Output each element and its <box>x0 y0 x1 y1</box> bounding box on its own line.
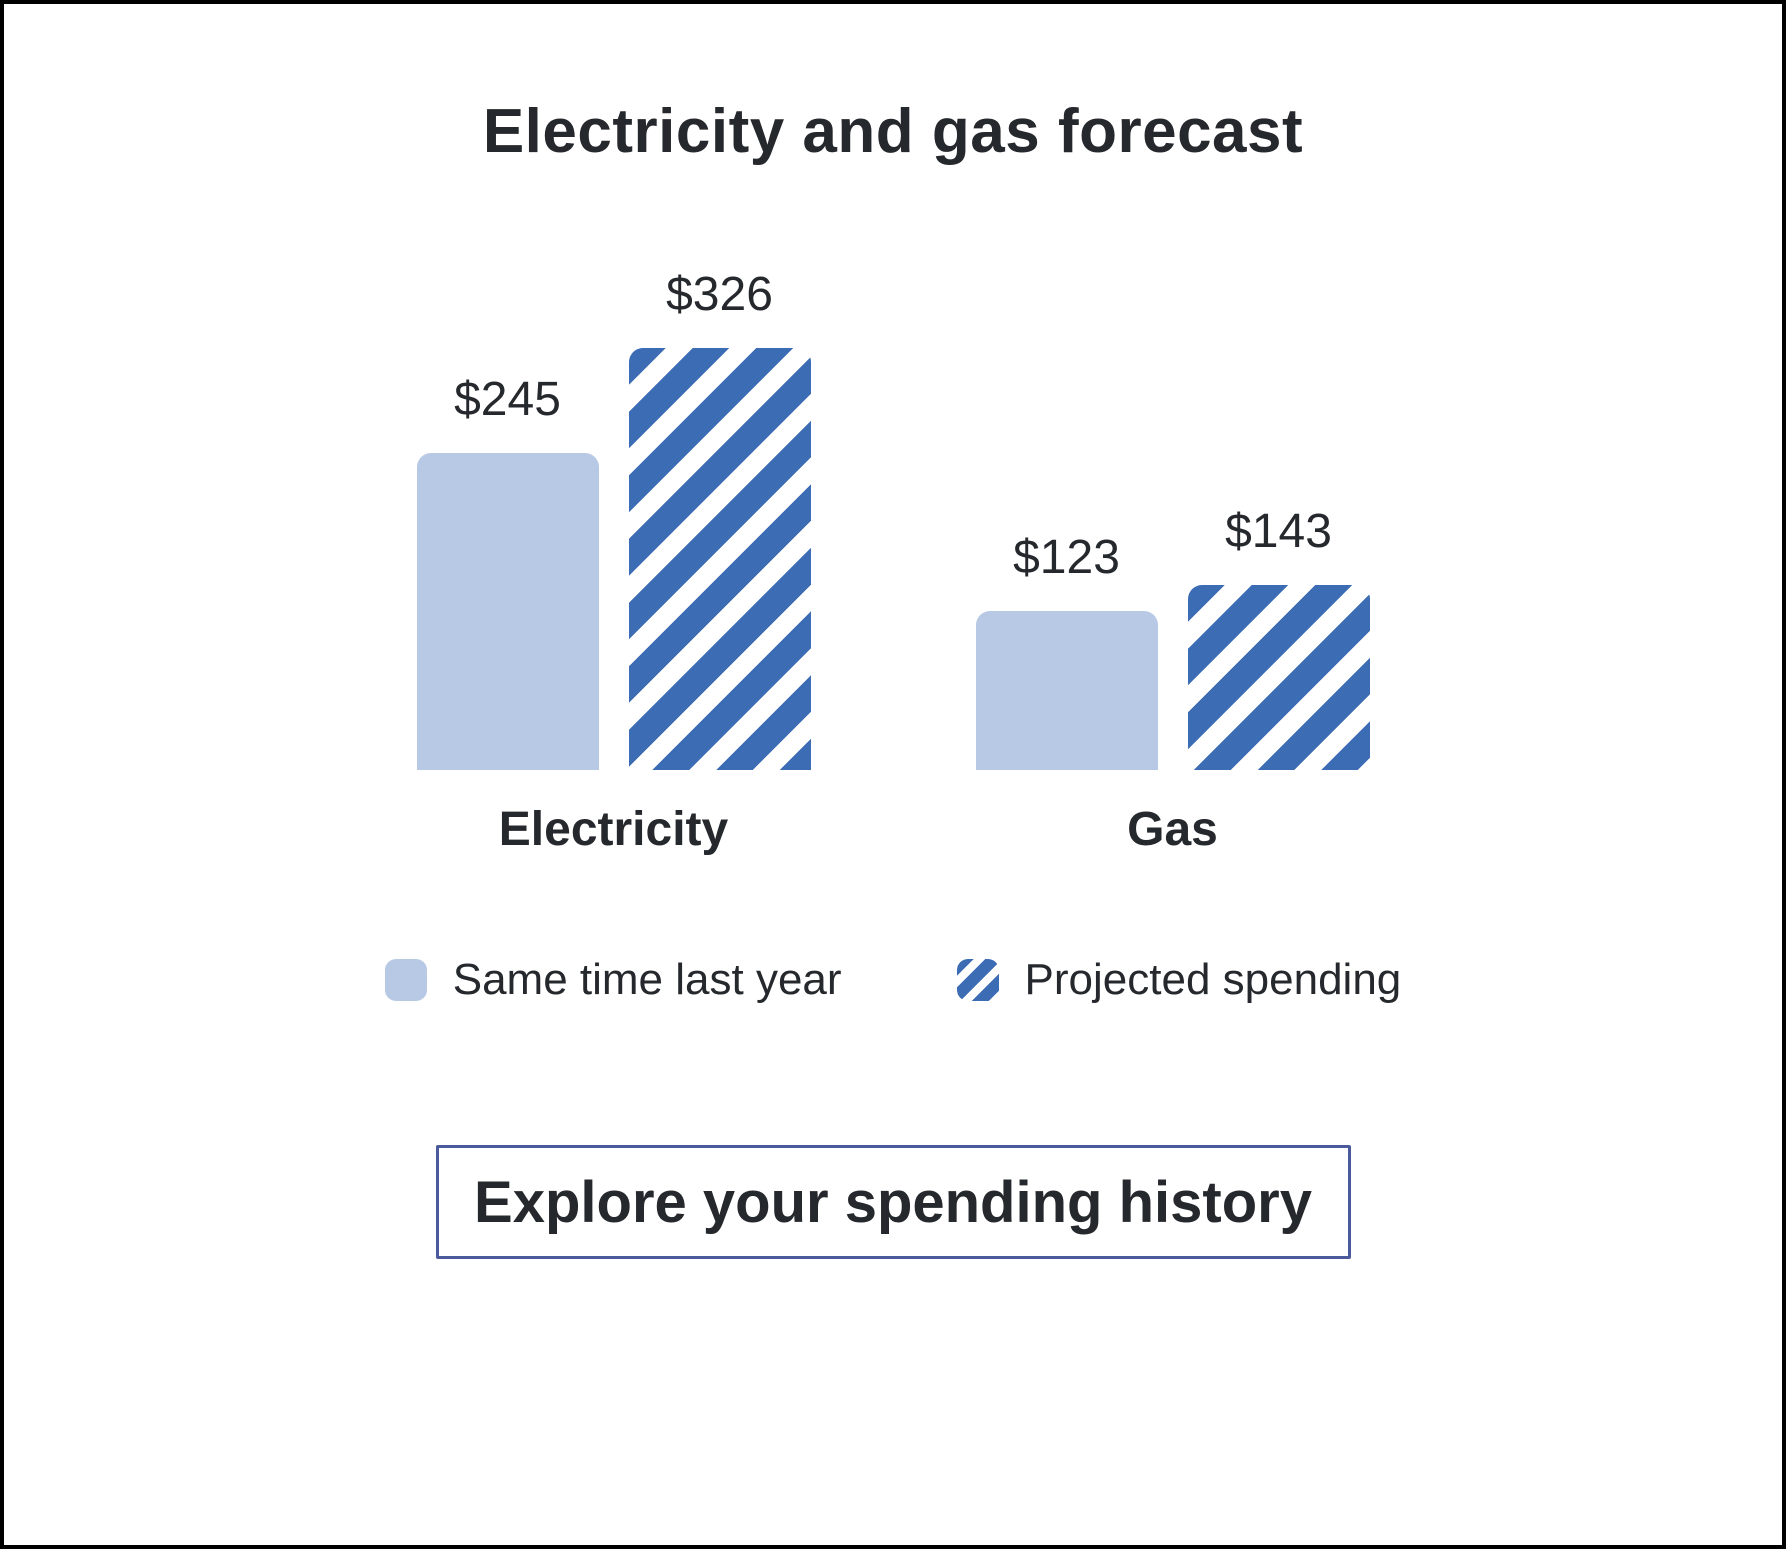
bar-gas-last-year <box>975 611 1158 770</box>
grouped-bar-chart: $245 $326 Electricity $123 $143 <box>416 267 1370 857</box>
value-label-gas-projected: $143 <box>1225 505 1332 558</box>
category-label-gas: Gas <box>1127 803 1218 856</box>
bar-gas-projected <box>1187 585 1370 770</box>
bar-pair-gas: $123 $143 <box>975 504 1370 770</box>
bar-pair-electricity: $245 $326 <box>416 267 811 770</box>
legend-swatch-last-year <box>384 959 427 1001</box>
value-label-electricity-last-year: $245 <box>454 373 561 426</box>
bar-electricity-last-year <box>416 453 599 770</box>
legend-label-last-year: Same time last year <box>452 955 842 1004</box>
bar-electricity-projected <box>628 348 811 770</box>
legend-item-projected: Projected spending <box>956 955 1402 1005</box>
chart-group-electricity: $245 $326 Electricity <box>416 267 811 857</box>
bar-column: $326 <box>628 267 811 770</box>
legend-item-last-year: Same time last year <box>384 955 842 1005</box>
bar-column: $143 <box>1187 504 1370 770</box>
chart-group-gas: $123 $143 Gas <box>975 504 1370 857</box>
category-label-electricity: Electricity <box>498 803 729 856</box>
legend-label-projected: Projected spending <box>1024 955 1402 1004</box>
value-label-gas-last-year: $123 <box>1013 531 1120 584</box>
value-label-electricity-projected: $326 <box>666 268 773 321</box>
chart-legend: Same time last year Projected spending <box>384 955 1402 1005</box>
explore-spending-history-button[interactable]: Explore your spending history <box>435 1145 1351 1259</box>
bar-column: $123 <box>975 530 1158 770</box>
chart-title: Electricity and gas forecast <box>482 97 1304 166</box>
legend-swatch-projected <box>956 959 999 1001</box>
bar-column: $245 <box>416 372 599 770</box>
